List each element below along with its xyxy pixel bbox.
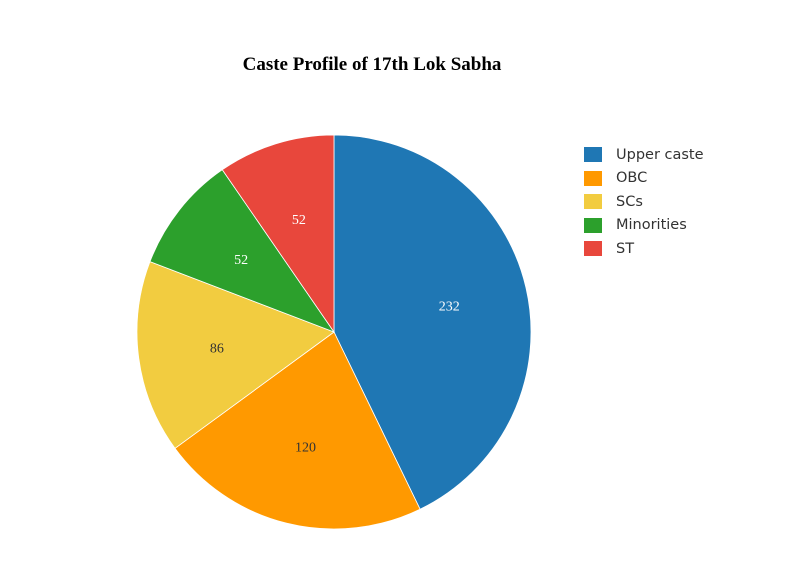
slice-value-label: 232 (439, 300, 460, 315)
slice-value-label: 86 (210, 342, 224, 357)
legend-swatch (584, 217, 602, 233)
legend-swatch (584, 241, 602, 257)
legend-swatch (584, 147, 602, 163)
legend-label: OBC (616, 170, 648, 187)
slice-value-label: 120 (295, 441, 316, 456)
legend-item-upper-caste[interactable]: Upper caste (584, 143, 704, 167)
legend-item-minorities[interactable]: Minorities (584, 214, 704, 238)
legend-item-obc[interactable]: OBC (584, 167, 704, 191)
legend-label: SCs (616, 193, 643, 210)
legend: Upper caste OBC SCs Minorities ST (584, 143, 704, 261)
legend-item-scs[interactable]: SCs (584, 190, 704, 214)
slice-value-label: 52 (234, 253, 248, 268)
pie-slice-upper-caste[interactable] (333, 134, 532, 510)
pie-slice-scs[interactable] (136, 261, 335, 449)
pie-slice-minorities[interactable] (149, 169, 336, 333)
legend-item-st[interactable]: ST (584, 237, 704, 261)
pie-slice-obc[interactable] (174, 331, 421, 530)
legend-swatch (584, 170, 602, 186)
legend-label: ST (616, 240, 635, 257)
legend-swatch (584, 194, 602, 210)
chart-title: Caste Profile of 17th Lok Sabha (242, 54, 502, 75)
slice-value-label: 52 (292, 213, 306, 228)
pie-slice-st[interactable] (221, 134, 335, 334)
legend-label: Minorities (616, 217, 687, 234)
legend-label: Upper caste (616, 146, 704, 163)
